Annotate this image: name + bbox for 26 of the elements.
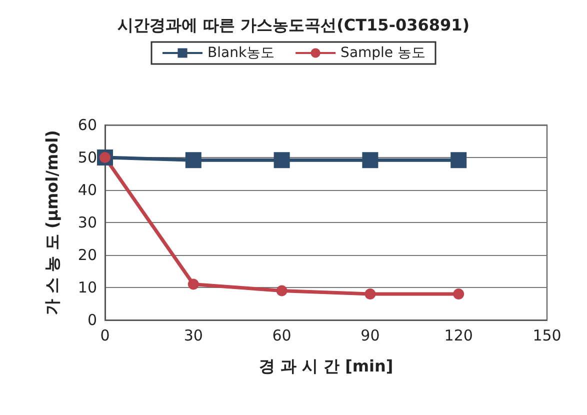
y-tick-label: 50 [78,148,97,166]
chart-title: 시간경과에 따른 가스농도곡선(CT15-036891) [117,16,470,34]
y-tick-label: 20 [78,246,97,264]
point [364,288,376,300]
legend-label: Sample 농도 [340,45,426,61]
x-tick-label: 90 [360,326,380,344]
point [276,285,288,296]
point [453,288,464,300]
x-tick-label: 60 [272,326,292,344]
y-axis-title: 가 스 농 도 (μmol/mol) [42,130,62,315]
x-tick-label: 0 [100,326,110,344]
point [362,152,378,168]
y-tick-label: 60 [78,116,97,134]
point [274,152,290,168]
y-tick-label: 30 [78,214,97,232]
y-tick-label: 40 [78,181,97,199]
x-tick-label: 120 [444,326,473,344]
y-tick-label: 10 [78,278,97,296]
legend-label: Blank농도 [208,45,275,61]
x-tick-label: 150 [532,326,562,344]
point [185,152,202,168]
x-tick-label: 30 [184,326,203,344]
point [450,152,467,168]
y-tick-label: 0 [87,311,97,329]
point [188,278,199,290]
x-axis-title: 경 과 시 간 [min] [258,356,394,376]
